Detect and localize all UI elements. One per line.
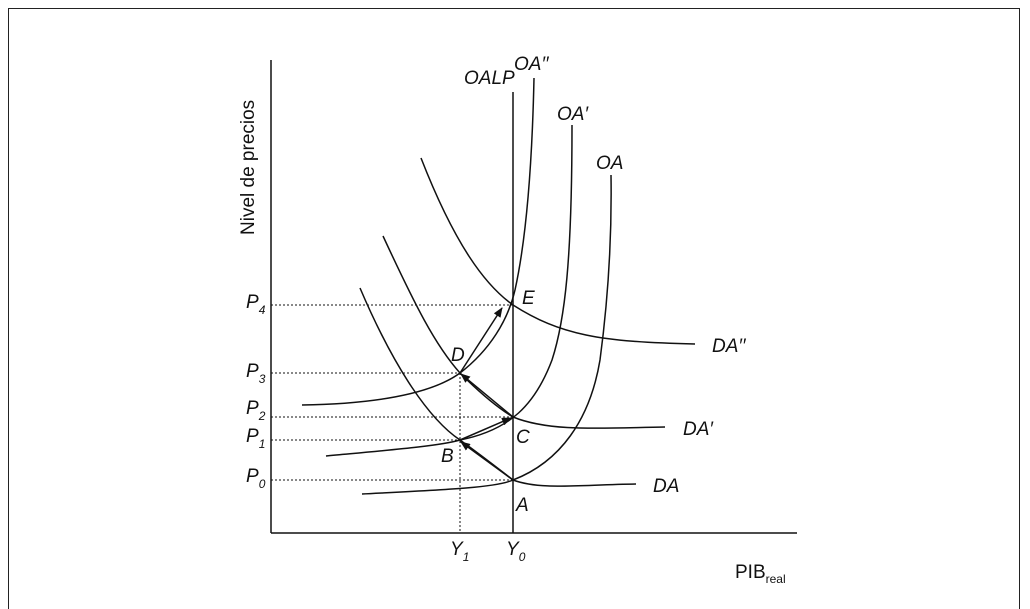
point-b-label: B: [441, 446, 454, 467]
oa2-label: OA′′: [514, 54, 550, 75]
adjustment-arrows: [459, 307, 514, 481]
guide-lines: [271, 304, 513, 533]
point-d-label: D: [451, 345, 465, 366]
da-label: DA: [653, 476, 679, 497]
arrow-b-to-c: [459, 417, 512, 441]
oa-label: OA: [596, 153, 623, 174]
figure-frame: [8, 8, 1020, 609]
point-c-label: C: [516, 427, 530, 448]
da1-label: DA′: [683, 419, 714, 440]
oa-curve: [361, 174, 612, 495]
oalp-label: OALP: [464, 68, 515, 89]
point-e-label: E: [522, 288, 535, 309]
price-level-p2: P2: [246, 398, 266, 423]
output-level-y1: Y1: [450, 539, 469, 564]
price-level-p0: P0: [246, 466, 266, 491]
price-level-p3: P3: [246, 361, 266, 386]
da1-curve: [382, 235, 666, 429]
oa1-curve: [325, 124, 573, 457]
point-a-label: A: [515, 495, 529, 516]
oa2-curve: [301, 77, 535, 406]
arrow-d-to-e: [459, 307, 503, 374]
da2-curve: [420, 157, 696, 345]
price-level-p1: P1: [246, 426, 265, 451]
x-axis-label: PIBreal: [735, 562, 786, 586]
da-curve: [359, 287, 637, 487]
price-level-p4: P4: [246, 292, 266, 317]
output-level-y0: Y0: [506, 539, 526, 564]
arrow-c-to-d: [460, 373, 514, 418]
da2-label: DA′′: [712, 336, 747, 357]
oa1-label: OA′: [557, 104, 589, 125]
y-axis-label: Nivel de precios: [238, 100, 259, 235]
arrow-a-to-b: [460, 441, 514, 481]
